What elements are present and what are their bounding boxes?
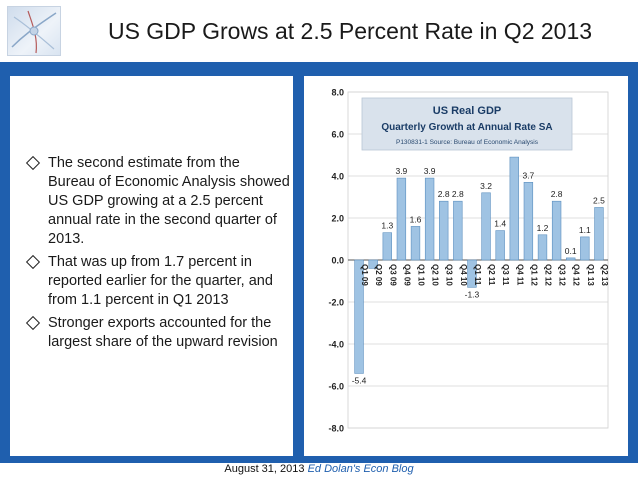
category-label: Q4 10 xyxy=(459,264,468,286)
y-tick-label: -4.0 xyxy=(328,340,344,350)
gdp-bar xyxy=(396,177,407,261)
gdp-bar xyxy=(467,259,477,288)
bullet-text: Stronger exports accounted for the large… xyxy=(48,315,278,350)
y-tick-label: -8.0 xyxy=(328,424,344,434)
y-tick-label: 6.0 xyxy=(331,130,344,140)
data-label: 1.2 xyxy=(537,223,549,233)
gdp-bar xyxy=(509,156,519,261)
data-label: 1.1 xyxy=(579,225,591,235)
gdp-bar xyxy=(580,236,590,261)
gdp-bar xyxy=(453,200,463,261)
chart-panel: 8.0 6.0 4.0 2.0 0.0 -2.0 -4.0 -6.0 -8.0 -5.4 1.3 3… xyxy=(304,76,628,456)
category-label: Q1 09 xyxy=(360,264,369,286)
category-label: Q2 11 xyxy=(487,264,496,286)
gdp-bar xyxy=(523,182,534,261)
bullet-item: Stronger exports accounted for the large… xyxy=(20,314,290,352)
chart-title: US Real GDP xyxy=(433,105,501,117)
chart-title-box: US Real GDP Quarterly Growth at Annual R… xyxy=(361,97,573,151)
category-label: Q2 13 xyxy=(600,264,609,286)
data-label: 2.8 xyxy=(438,189,450,199)
category-label: Q3 12 xyxy=(558,264,567,286)
gdp-bar xyxy=(495,230,505,261)
page-title: US GDP Grows at 2.5 Percent Rate in Q2 2… xyxy=(107,18,593,44)
gdp-bar xyxy=(566,257,576,261)
gdp-bar xyxy=(354,259,364,374)
diamond-bullet-icon xyxy=(25,254,41,270)
data-label: 3.7 xyxy=(522,170,534,180)
bullet-text: That was up from 1.7 percent in reported… xyxy=(48,254,273,308)
logo-icon xyxy=(7,6,61,56)
category-label: Q1 11 xyxy=(473,264,482,286)
category-label: Q1 12 xyxy=(529,264,538,286)
footer-date: August 31, 2013 xyxy=(224,463,305,475)
gdp-bar xyxy=(382,232,392,261)
footer-blog-link[interactable]: Ed Dolan's Econ Blog xyxy=(307,463,414,475)
bullet-text: The second estimate from the Bureau of E… xyxy=(48,155,290,247)
data-label: 3.9 xyxy=(424,166,436,176)
bullet-item: That was up from 1.7 percent in reported… xyxy=(20,253,290,310)
y-tick-label: -6.0 xyxy=(328,382,344,392)
category-label: Q1 13 xyxy=(586,264,595,286)
category-label: Q3 11 xyxy=(501,264,510,286)
data-label: 1.6 xyxy=(410,214,422,224)
data-label: 0.1 xyxy=(565,246,577,256)
y-tick-label: 2.0 xyxy=(331,214,344,224)
y-tick-label: 0.0 xyxy=(331,256,344,266)
y-tick-label: -2.0 xyxy=(328,298,344,308)
text-panel: The second estimate from the Bureau of E… xyxy=(10,76,293,456)
category-label: Q1 10 xyxy=(417,264,426,286)
gdp-bar xyxy=(368,259,378,269)
gdp-bar xyxy=(537,234,548,261)
footer: August 31, 2013 Ed Dolan's Econ Blog xyxy=(0,463,638,479)
category-labels: Q1 09 Q2 09 Q3 09 Q4 09 Q1 10 Q2 10 Q3 10 Q4 10… xyxy=(360,264,609,286)
category-label: Q4 12 xyxy=(572,264,581,286)
gdp-bar xyxy=(424,177,435,261)
y-tick-label: 8.0 xyxy=(331,88,344,98)
y-tick-label: 4.0 xyxy=(331,172,344,182)
y-tick-labels: 8.0 6.0 4.0 2.0 0.0 -2.0 -4.0 -6.0 -8.0 xyxy=(328,88,344,434)
data-label: -1.3 xyxy=(465,289,480,299)
diamond-bullet-icon xyxy=(25,315,41,331)
data-label: 2.8 xyxy=(452,189,464,199)
data-label: 3.9 xyxy=(395,166,407,176)
gdp-bar xyxy=(410,226,421,261)
gdp-bar xyxy=(481,192,491,261)
bullet-list: The second estimate from the Bureau of E… xyxy=(20,154,290,356)
data-label: 1.3 xyxy=(381,221,393,231)
chart-subtitle: Quarterly Growth at Annual Rate SA xyxy=(381,122,552,133)
header-bar: US GDP Grows at 2.5 Percent Rate in Q2 2… xyxy=(0,0,638,62)
data-label: 1.4 xyxy=(494,219,506,229)
diamond-bullet-icon xyxy=(25,155,41,171)
gdp-bar xyxy=(439,200,449,261)
category-label: Q3 10 xyxy=(445,264,454,286)
chart-source: P130831-1 Source: Bureau of Economic Ana… xyxy=(396,139,539,146)
gdp-bar-chart: 8.0 6.0 4.0 2.0 0.0 -2.0 -4.0 -6.0 -8.0 -5.4 1.3 3… xyxy=(328,88,609,434)
data-label: 3.2 xyxy=(480,181,492,191)
bullet-item: The second estimate from the Bureau of E… xyxy=(20,154,290,249)
data-labels: -5.41.33.91.63.92.8 2.8-1.33.21.43.71.22.… xyxy=(352,166,605,385)
category-label: Q2 09 xyxy=(374,264,383,286)
category-label: Q2 10 xyxy=(431,264,440,286)
category-label: Q3 09 xyxy=(388,264,397,286)
gdp-bar xyxy=(594,207,604,261)
data-label: 2.5 xyxy=(593,196,605,206)
category-label: Q4 11 xyxy=(515,264,524,286)
data-label: 2.8 xyxy=(551,189,563,199)
category-label: Q2 12 xyxy=(544,264,553,286)
data-label: -5.4 xyxy=(352,375,367,385)
title-divider xyxy=(0,62,638,69)
gdp-bar xyxy=(551,200,562,261)
bars xyxy=(354,156,604,374)
category-label: Q4 09 xyxy=(402,264,411,286)
